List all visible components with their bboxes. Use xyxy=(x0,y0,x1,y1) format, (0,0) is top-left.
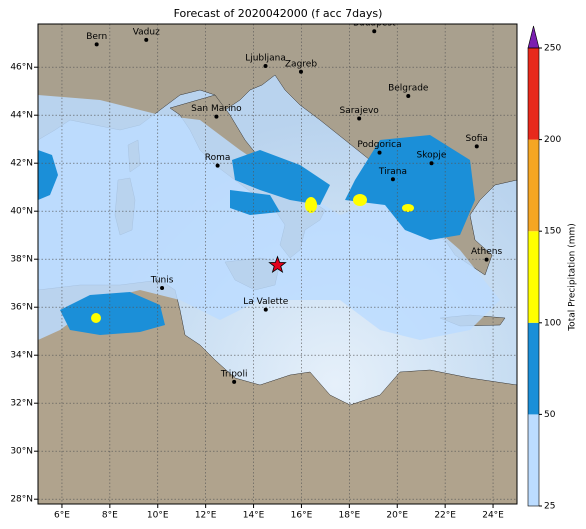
city-label: Sofia xyxy=(466,134,488,144)
precip-heavy xyxy=(91,313,101,323)
y-tick-label: 28°N xyxy=(10,495,33,505)
x-tick-label: 12°E xyxy=(195,511,217,521)
city-label: San Marino xyxy=(191,104,242,114)
city-label: Tunis xyxy=(150,276,174,286)
y-tick-label: 40°N xyxy=(10,207,33,217)
x-tick-label: 22°E xyxy=(434,511,456,521)
x-tick-label: 18°E xyxy=(339,511,361,521)
map-frame xyxy=(37,23,518,505)
colorbar-segment xyxy=(528,48,539,140)
precip-light xyxy=(38,95,500,340)
city-label: Zagreb xyxy=(285,59,317,69)
map-title: Forecast of 2020042000 (f acc 7days) xyxy=(174,7,383,20)
colorbar-tick-label: 100 xyxy=(544,318,561,328)
city-label: Tripoli xyxy=(220,369,248,379)
colorbar-segment xyxy=(528,414,539,506)
city-dot xyxy=(377,150,382,155)
y-tick-label: 46°N xyxy=(10,63,33,73)
city-dot xyxy=(474,144,479,149)
city-dot xyxy=(215,163,220,168)
precip-medium xyxy=(60,292,165,335)
city-label: Roma xyxy=(205,153,231,163)
city-dot xyxy=(357,116,362,121)
city-dot xyxy=(298,69,303,74)
city-dot xyxy=(232,379,237,384)
colorbar-tick-label: 25 xyxy=(544,502,555,512)
city-dot xyxy=(263,307,268,312)
y-tick-label: 38°N xyxy=(10,255,33,265)
colorbar-extend xyxy=(527,25,540,49)
x-tick-label: 14°E xyxy=(243,511,265,521)
colorbar-tick-label: 50 xyxy=(544,410,556,420)
city-dot xyxy=(214,114,219,119)
city-label: Athens xyxy=(471,247,502,257)
city-label: Vaduz xyxy=(133,27,160,37)
event-marker xyxy=(268,255,287,274)
city-label: Budapest xyxy=(353,19,396,29)
y-tick-label: 32°N xyxy=(10,399,33,409)
x-tick-label: 8°E xyxy=(102,511,118,521)
y-tick-label: 42°N xyxy=(10,159,33,169)
precip-medium xyxy=(38,150,58,200)
city-label: La Valette xyxy=(243,297,288,307)
colorbar-frame xyxy=(527,47,540,507)
city-dot xyxy=(144,37,149,42)
y-tick-label: 34°N xyxy=(10,351,33,361)
colorbar-segment xyxy=(528,322,539,415)
city-dot xyxy=(372,29,377,34)
colorbar-segment xyxy=(528,139,539,232)
x-tick-label: 24°E xyxy=(482,511,504,521)
precip-heavy xyxy=(305,197,317,213)
precip-heavy xyxy=(353,194,367,206)
city-label: Sarajevo xyxy=(340,106,380,116)
city-dot xyxy=(484,257,489,262)
colorbar-tick-label: 200 xyxy=(544,135,561,145)
precip-medium xyxy=(345,135,475,240)
city-label: Skopje xyxy=(417,151,447,161)
city-dot xyxy=(160,286,165,290)
y-tick-label: 44°N xyxy=(10,111,33,121)
precip-heavy xyxy=(402,204,414,212)
precip-medium xyxy=(232,150,330,205)
y-tick-label: 36°N xyxy=(10,303,33,313)
city-label: Tirana xyxy=(378,167,407,177)
x-tick-label: 10°E xyxy=(147,511,169,521)
city-dot xyxy=(390,177,395,182)
city-dot xyxy=(263,64,268,68)
city-label: Bern xyxy=(86,32,107,42)
x-tick-label: 16°E xyxy=(291,511,313,521)
colorbar-segment xyxy=(528,231,539,323)
colorbar-tick-label: 150 xyxy=(544,227,561,237)
colorbar-label: Total Precipitation (mm) xyxy=(568,223,578,332)
city-label: Podgorica xyxy=(357,140,401,150)
city-label: Ljubljana xyxy=(245,54,286,64)
colorbar-tick-label: 250 xyxy=(544,44,561,54)
y-tick-label: 30°N xyxy=(10,447,33,457)
precip-medium xyxy=(230,190,280,215)
city-dot xyxy=(429,161,434,166)
city-dot xyxy=(406,94,411,98)
city-label: Belgrade xyxy=(388,84,429,94)
city-dot xyxy=(94,42,99,47)
x-tick-label: 20°E xyxy=(386,511,408,521)
x-tick-label: 6°E xyxy=(54,511,70,521)
